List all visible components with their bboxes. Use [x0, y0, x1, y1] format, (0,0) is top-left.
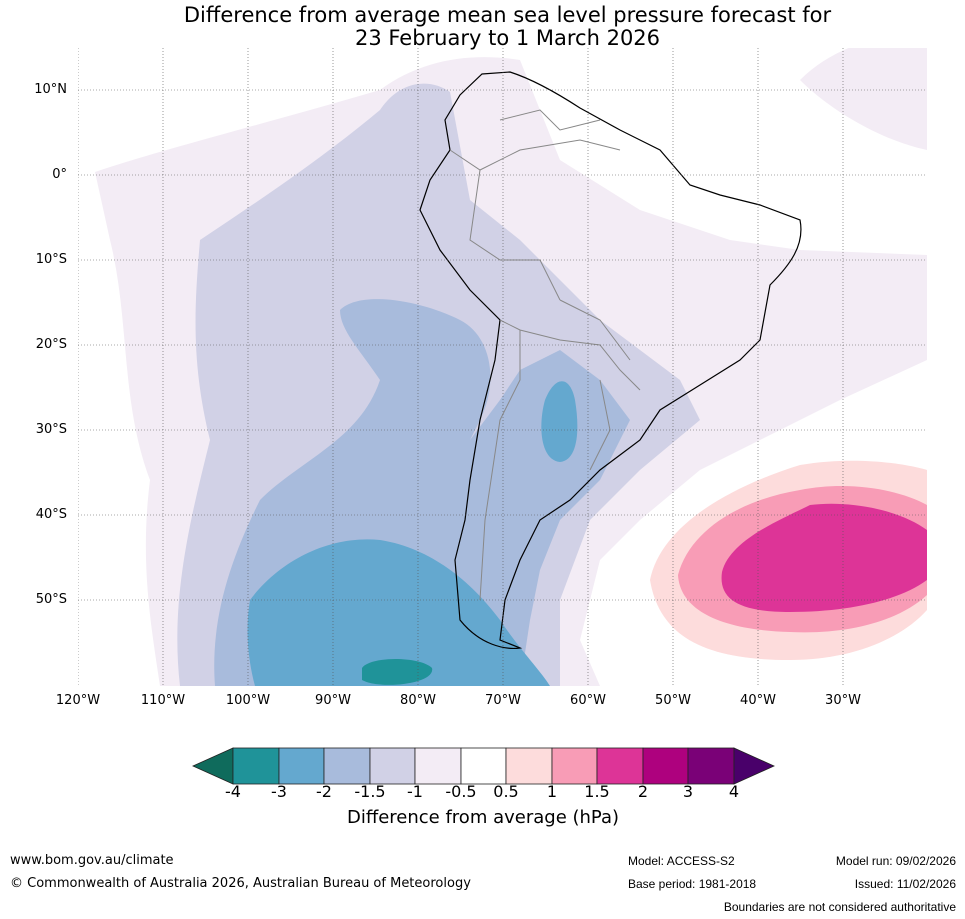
- base-period: Base period: 1981-2018: [628, 877, 757, 891]
- colorbar: [192, 747, 775, 785]
- colorbar-swatch: [369, 747, 416, 785]
- title-line-1: Difference from average mean sea level p…: [183, 3, 832, 27]
- anomaly-region-minus-2: [247, 539, 550, 686]
- colorbar-swatch: [232, 747, 280, 785]
- lon-label-70w: 70°W: [485, 693, 521, 708]
- lat-label-10s: 10°S: [35, 252, 67, 267]
- colorbar-swatch: [642, 747, 689, 785]
- colorbar-tick: 3: [682, 782, 694, 801]
- colorbar-swatch: [414, 747, 462, 785]
- lat-label-30s: 30°S: [35, 422, 67, 437]
- graticule: [78, 48, 927, 686]
- colorbar-tick: 1.5: [584, 782, 610, 801]
- colorbar-label: Difference from average (hPa): [346, 807, 620, 828]
- model-name: Model: ACCESS-S2: [628, 854, 735, 868]
- colorbar-tick: -1.5: [354, 782, 386, 801]
- colorbar-swatch: [687, 747, 735, 785]
- lat-label-10n: 10°N: [34, 82, 67, 97]
- colorbar-swatch: [505, 747, 553, 785]
- colorbar-tick: -1: [407, 782, 423, 801]
- colorbar-swatch: [278, 747, 325, 785]
- lon-label-30w: 30°W: [825, 693, 861, 708]
- anomaly-fields: [78, 48, 927, 686]
- lon-label-110w: 110°W: [140, 693, 186, 708]
- colorbar-tick: -3: [271, 782, 287, 801]
- lon-label-100w: 100°W: [225, 693, 271, 708]
- lat-label-50s: 50°S: [35, 592, 67, 607]
- map-title: Difference from average mean sea level p…: [0, 4, 965, 50]
- lon-label-120w: 120°W: [55, 693, 101, 708]
- issued-date: Issued: 11/02/2026: [854, 877, 956, 891]
- copyright-text: © Commonwealth of Australia 2026, Austra…: [10, 876, 471, 891]
- boundary-disclaimer: Boundaries are not considered authoritat…: [723, 900, 956, 914]
- lon-label-50w: 50°W: [655, 693, 691, 708]
- anomaly-region-plus-1.5: [721, 503, 927, 612]
- lon-label-80w: 80°W: [400, 693, 436, 708]
- title-line-2: 23 February to 1 March 2026: [354, 26, 661, 50]
- colorbar-tick: -2: [316, 782, 332, 801]
- colorbar-swatch: [323, 747, 371, 785]
- lat-label-20s: 20°S: [35, 337, 67, 352]
- colorbar-tick: 4: [728, 782, 740, 801]
- colorbar-tick: 0.5: [493, 782, 519, 801]
- colorbar-extend-low: [192, 747, 234, 785]
- anomaly-region-minus-3: [362, 659, 433, 685]
- lat-label-0: 0°: [52, 167, 67, 182]
- lon-label-60w: 60°W: [570, 693, 606, 708]
- lon-label-40w: 40°W: [740, 693, 776, 708]
- colorbar-swatch: [596, 747, 644, 785]
- colorbar-swatch: [460, 747, 507, 785]
- lat-label-40s: 40°S: [35, 507, 67, 522]
- colorbar-tick: 1: [546, 782, 558, 801]
- anomaly-region-minus-0.5-ne: [800, 48, 927, 150]
- website-link[interactable]: www.bom.gov.au/climate: [10, 853, 174, 868]
- south-america-land: [419, 71, 802, 649]
- anomaly-region-minus-2-interior: [541, 381, 578, 462]
- colorbar-extend-high: [733, 747, 775, 785]
- colorbar-tick: -4: [225, 782, 241, 801]
- model-run-date: Model run: 09/02/2026: [835, 854, 956, 868]
- colorbar-tick: -0.5: [445, 782, 477, 801]
- lon-label-90w: 90°W: [315, 693, 351, 708]
- colorbar-swatch: [551, 747, 598, 785]
- colorbar-tick: 2: [637, 782, 649, 801]
